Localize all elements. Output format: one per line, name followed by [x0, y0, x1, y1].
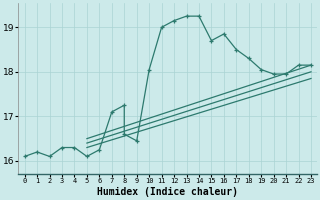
X-axis label: Humidex (Indice chaleur): Humidex (Indice chaleur): [97, 187, 238, 197]
